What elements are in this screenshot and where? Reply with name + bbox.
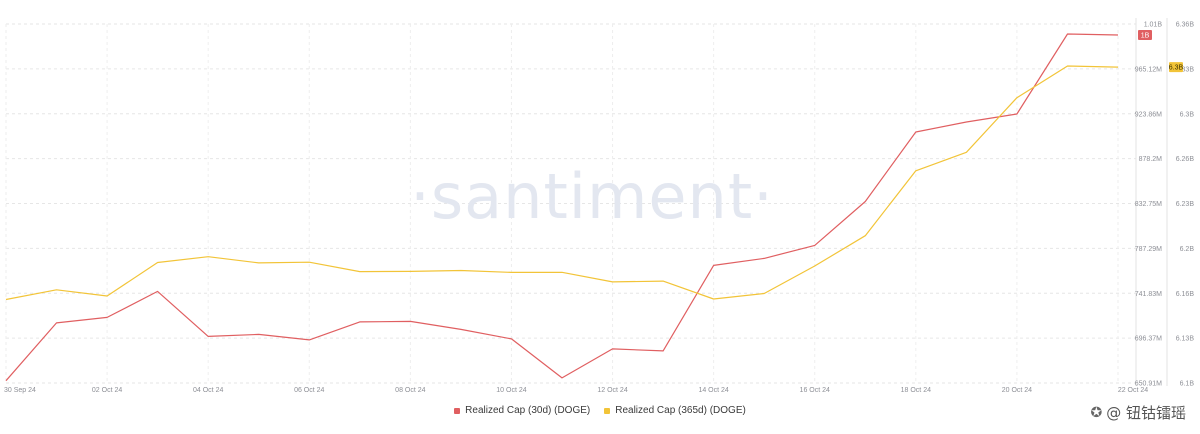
legend-item-365d[interactable]: Realized Cap (365d) (DOGE): [604, 405, 746, 416]
y-tick-label-left: 923.86M: [1135, 111, 1162, 118]
y-tick-label-left: 832.75M: [1135, 201, 1162, 208]
legend-item-30d[interactable]: Realized Cap (30d) (DOGE): [454, 405, 590, 416]
y-tick-label-left: 1.01B: [1144, 22, 1163, 29]
y-tick-label-right: 6.13B: [1176, 336, 1195, 343]
legend: Realized Cap (30d) (DOGE) Realized Cap (…: [0, 405, 1200, 416]
y-tick-label-left: 741.83M: [1135, 291, 1162, 298]
value-badges: 1B 6.3B: [1138, 29, 1184, 73]
y-tick-label-left: 696.37M: [1135, 336, 1162, 343]
x-tick-label: 02 Oct 24: [92, 387, 122, 394]
x-tick-label: 04 Oct 24: [193, 387, 223, 394]
x-tick-label: 22 Oct 24: [1118, 387, 1148, 394]
legend-label-365d: Realized Cap (365d) (DOGE): [615, 405, 746, 416]
value-badge-text-1: 6.3B: [1169, 65, 1184, 72]
x-tick-label: 08 Oct 24: [395, 387, 425, 394]
y-tick-label-right: 6.3B: [1180, 111, 1195, 118]
credit-text: @ 钮钴镭瑶: [1106, 404, 1186, 422]
chart: ·santiment· 30 Sep 24 02 Oct 24 04 Oct 24 0…: [4, 18, 1194, 394]
y-tick-label-right: 6.36B: [1176, 22, 1195, 29]
x-tick-label: 18 Oct 24: [901, 387, 931, 394]
credit-watermark: ✪ @ 钮钴镭瑶: [1090, 402, 1186, 423]
series-line-1[interactable]: [5, 65, 1119, 301]
legend-label-30d: Realized Cap (30d) (DOGE): [465, 405, 591, 416]
y-tick-label-right: 6.2B: [1180, 246, 1195, 253]
x-tick-label: 14 Oct 24: [698, 387, 728, 394]
series-line-0[interactable]: [5, 33, 1119, 382]
legend-swatch-365d: [604, 407, 611, 414]
chart-axes: 30 Sep 24 02 Oct 24 04 Oct 24 06 Oct 24 08 O…: [4, 18, 1194, 394]
value-badge-text-0: 1B: [1141, 32, 1150, 39]
value-badge-1: [1169, 62, 1183, 73]
y-tick-label-right: 6.16B: [1176, 291, 1195, 298]
weibo-icon: ✪: [1090, 404, 1103, 421]
y-tick-label-right: 6.1B: [1180, 381, 1195, 388]
y-tick-label-left: 965.12M: [1135, 66, 1162, 73]
x-tick-label: 16 Oct 24: [800, 387, 830, 394]
x-tick-label: 06 Oct 24: [294, 387, 324, 394]
y-tick-label-left: 650.91M: [1135, 381, 1162, 388]
series-layer: [5, 33, 1119, 382]
y-tick-label-right: 6.33B: [1176, 66, 1195, 73]
y-tick-label-right: 6.26B: [1176, 156, 1195, 163]
x-tick-label: 20 Oct 24: [1002, 387, 1032, 394]
x-tick-label: 30 Sep 24: [4, 387, 36, 394]
x-tick-label: 12 Oct 24: [597, 387, 627, 394]
value-badge-0: [1138, 29, 1152, 40]
y-tick-label-left: 787.29M: [1135, 246, 1162, 253]
santiment-watermark: ·santiment·: [410, 160, 774, 233]
chart-grid: [5, 23, 1136, 384]
y-tick-label-left: 878.2M: [1139, 156, 1163, 163]
x-tick-label: 10 Oct 24: [496, 387, 526, 394]
legend-swatch-30d: [454, 407, 461, 414]
y-tick-label-right: 6.23B: [1176, 201, 1195, 208]
